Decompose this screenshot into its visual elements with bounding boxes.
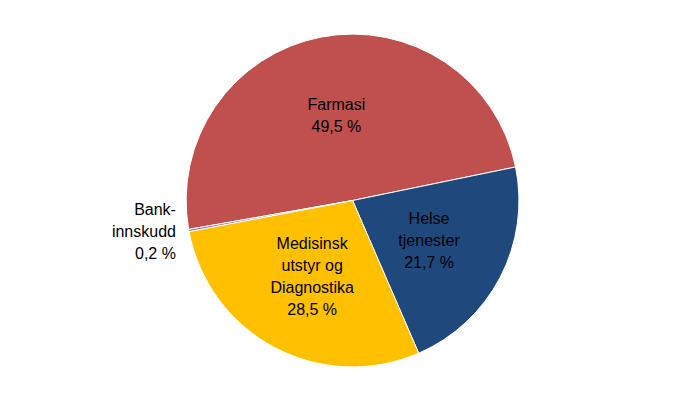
svg-text:innskudd: innskudd [112, 223, 176, 240]
svg-text:utstyr og: utstyr og [282, 257, 343, 274]
svg-text:49,5 %: 49,5 % [311, 118, 361, 135]
svg-text:21,7 %: 21,7 % [404, 254, 454, 271]
svg-text:Farmasi: Farmasi [307, 96, 365, 113]
svg-text:Helse: Helse [409, 210, 450, 227]
svg-text:Medisinsk: Medisinsk [277, 235, 349, 252]
svg-text:Bank-: Bank- [134, 201, 176, 218]
svg-text:Diagnostika: Diagnostika [270, 279, 354, 296]
svg-text:tjenester: tjenester [398, 232, 460, 249]
svg-text:28,5 %: 28,5 % [287, 301, 337, 318]
svg-text:0,2 %: 0,2 % [135, 245, 176, 262]
